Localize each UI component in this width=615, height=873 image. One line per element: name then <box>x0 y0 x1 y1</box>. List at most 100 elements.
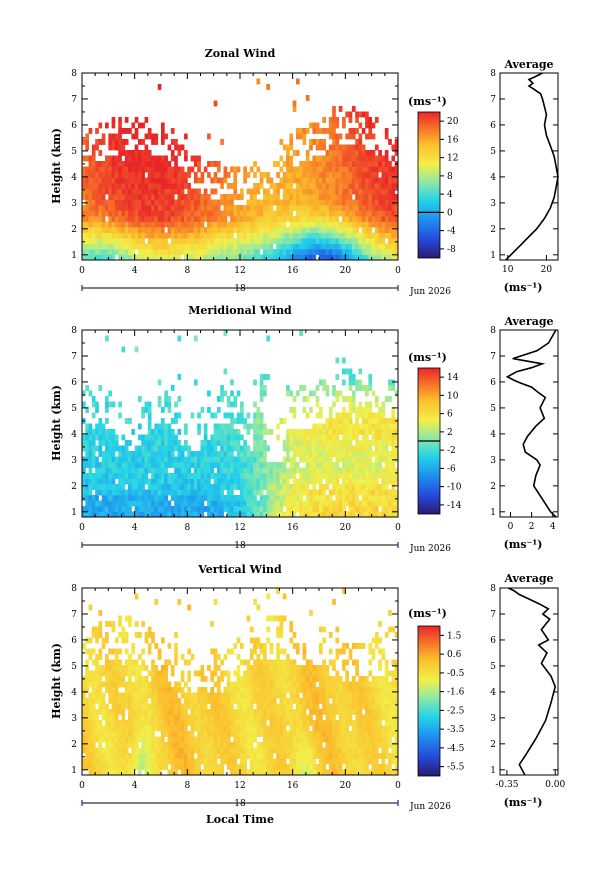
field-cell <box>184 227 188 233</box>
field-cell <box>351 379 356 386</box>
field-cell <box>147 456 152 463</box>
field-cell <box>118 161 122 167</box>
field-cell <box>243 238 247 244</box>
field-cell <box>348 473 353 479</box>
field-cell <box>154 742 159 748</box>
field-cell <box>170 440 175 446</box>
field-cell <box>154 434 159 441</box>
field-cell <box>141 412 145 419</box>
field-cell <box>200 758 205 765</box>
field-cell <box>384 150 389 156</box>
field-cell <box>391 155 396 162</box>
field-cell <box>253 216 257 222</box>
field-cell <box>128 440 132 446</box>
field-cell <box>154 155 159 162</box>
field-cell <box>111 659 116 666</box>
field-cell <box>98 736 103 743</box>
field-cell <box>286 166 290 173</box>
field-cell <box>180 742 185 748</box>
field-cell <box>216 221 221 228</box>
field-cell <box>170 670 175 677</box>
field-cell <box>101 166 106 173</box>
field-cell <box>335 216 340 222</box>
field-cell <box>137 423 142 430</box>
field-cell <box>220 243 224 250</box>
profile-y-tick-label: 4 <box>490 430 496 440</box>
field-cell <box>88 188 93 195</box>
field-cell <box>184 210 188 217</box>
field-cell <box>305 232 310 239</box>
field-cell <box>151 665 155 671</box>
field-cell <box>348 368 353 375</box>
field-cell <box>154 703 159 710</box>
field-cell <box>121 489 126 496</box>
field-cell <box>167 725 172 732</box>
field-cell <box>184 764 188 770</box>
field-cell <box>381 161 386 167</box>
field-cell <box>141 232 145 239</box>
field-cell <box>371 172 376 178</box>
field-cell <box>240 742 244 748</box>
field-cell <box>388 194 392 200</box>
field-cell <box>338 133 343 140</box>
field-cell <box>187 478 192 485</box>
field-cell <box>253 731 257 737</box>
field-cell <box>312 172 317 178</box>
field-cell <box>361 445 366 452</box>
field-cell <box>82 254 86 261</box>
profile-y-tick-label: 8 <box>490 326 496 336</box>
field-cell <box>197 155 201 162</box>
field-cell <box>230 249 234 255</box>
field-cell <box>193 747 198 754</box>
field-cell <box>378 161 382 167</box>
field-cell <box>82 390 86 397</box>
field-cell <box>154 747 159 754</box>
field-cell <box>121 637 126 644</box>
field-cell <box>114 194 119 200</box>
field-cell <box>388 489 392 496</box>
field-cell <box>305 238 310 244</box>
field-cell <box>279 495 284 501</box>
field-cell <box>286 506 290 512</box>
field-cell <box>338 495 343 501</box>
field-cell <box>345 216 350 222</box>
field-cell <box>391 210 396 217</box>
field-cell <box>161 462 165 468</box>
field-cell <box>272 183 277 189</box>
field-cell <box>256 731 261 737</box>
field-cell <box>368 188 373 195</box>
field-cell <box>374 216 379 222</box>
field-cell <box>246 665 251 671</box>
field-cell <box>118 232 122 239</box>
field-cell <box>361 467 366 474</box>
field-cell <box>365 172 369 178</box>
field-cell <box>105 495 109 501</box>
field-cell <box>82 473 86 479</box>
field-cell <box>338 249 343 255</box>
field-cell <box>335 177 340 184</box>
field-cell <box>157 379 162 386</box>
field-cell <box>95 467 99 474</box>
field-cell <box>233 473 238 479</box>
colorbar-tick-label: 12 <box>447 154 458 164</box>
field-cell <box>381 183 386 189</box>
field-cell <box>131 122 136 129</box>
field-cell <box>170 429 175 435</box>
field-cell <box>279 506 284 512</box>
field-cell <box>170 254 175 261</box>
field-cell <box>394 451 399 457</box>
field-cell <box>134 764 139 770</box>
field-cell <box>266 495 271 501</box>
field-cell <box>315 429 320 435</box>
field-cell <box>131 188 136 195</box>
field-cell <box>124 117 129 123</box>
field-cell <box>128 703 132 710</box>
field-cell <box>299 500 303 507</box>
field-cell <box>348 194 353 200</box>
field-cell <box>187 166 192 173</box>
field-cell <box>226 511 231 518</box>
field-cell <box>374 445 379 452</box>
field-cell <box>210 473 215 479</box>
field-cell <box>295 440 300 446</box>
field-cell <box>95 210 99 217</box>
